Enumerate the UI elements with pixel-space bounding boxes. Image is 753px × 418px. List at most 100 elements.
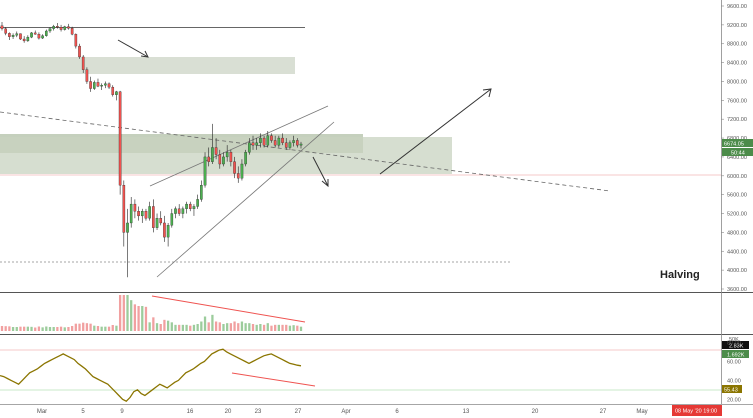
time-tick-label: 27 xyxy=(295,409,302,415)
candle-body xyxy=(255,142,258,146)
volume-bar xyxy=(274,324,277,331)
candle-body xyxy=(288,142,292,148)
volume-bar xyxy=(296,325,299,331)
rsi-axis: 80.00 60.00 40.00 20.00 xyxy=(727,341,741,404)
candle-body xyxy=(78,45,81,58)
price-tick-label: 4000.00 xyxy=(727,268,747,274)
candle-body xyxy=(277,137,281,146)
volume-bar xyxy=(4,326,7,331)
candle-body xyxy=(233,161,236,174)
candle-body xyxy=(56,26,59,28)
candle-body xyxy=(22,38,26,42)
candle-body xyxy=(4,28,7,34)
arrow-up-right xyxy=(379,88,492,175)
volume-bar xyxy=(218,322,221,331)
volume-bar xyxy=(85,323,89,331)
time-tick-label: 23 xyxy=(255,409,262,415)
candle-body xyxy=(15,33,19,36)
time-tick-label: 9 xyxy=(120,409,124,415)
candle-body xyxy=(229,152,233,162)
candle-body xyxy=(26,36,30,42)
candle-body xyxy=(207,156,211,162)
time-tick-label: 13 xyxy=(463,409,470,415)
last-price-tag-text: 6674.05 xyxy=(724,142,744,148)
volume-bar xyxy=(222,324,225,331)
volume-tag-1-text: 2.83K xyxy=(729,344,744,350)
volume-bar xyxy=(141,306,144,331)
candle-body xyxy=(299,143,303,146)
candle-body xyxy=(273,140,277,146)
volume-tag-2 xyxy=(722,350,749,358)
volume-bar xyxy=(137,306,140,331)
candle-body xyxy=(85,69,89,82)
candle-body xyxy=(148,206,151,219)
price-tick-label: 5600.00 xyxy=(727,193,747,199)
volume-bar xyxy=(23,326,26,331)
candle-body xyxy=(170,213,174,226)
rsi-tick-label: 40.00 xyxy=(727,378,741,384)
candle-body xyxy=(144,211,148,219)
candle-body xyxy=(59,27,63,30)
price-tick-label: 6000.00 xyxy=(727,174,747,180)
halving-label: Halving xyxy=(660,269,700,281)
volume-bar xyxy=(130,300,133,331)
candle-body xyxy=(133,203,137,212)
price-tick-label: 9600.00 xyxy=(727,4,747,10)
candle-body xyxy=(211,147,214,162)
volume-bar xyxy=(0,326,4,331)
candle-body xyxy=(296,140,299,146)
price-tick-label: 8400.00 xyxy=(727,61,747,67)
candle-body xyxy=(92,82,96,89)
candle-body xyxy=(262,137,266,146)
candle-body xyxy=(225,152,229,158)
time-tick-label: 20 xyxy=(225,409,232,415)
candle-body xyxy=(129,203,133,224)
volume-bar xyxy=(11,327,15,331)
time-axis: Mar 5 9 16 20 23 27 Apr 6 13 20 27 May xyxy=(37,409,648,415)
candle-body xyxy=(111,86,115,95)
rsi-tick-label: 20.00 xyxy=(727,397,741,403)
time-tick-label: 16 xyxy=(187,409,194,415)
volume-bar xyxy=(181,324,185,331)
volume-bar xyxy=(34,327,37,331)
candle-body xyxy=(104,83,107,86)
volume-bar xyxy=(126,295,129,331)
volume-bar xyxy=(26,326,29,331)
volume-bar xyxy=(96,326,100,331)
volume-bar xyxy=(277,324,280,331)
volume-bar xyxy=(118,295,122,331)
candle-body xyxy=(166,225,170,238)
time-tick-label: Mar xyxy=(37,409,47,415)
volume-bar xyxy=(203,316,207,331)
volume-bar xyxy=(37,326,41,331)
volume-bar xyxy=(152,317,155,331)
candle-body xyxy=(8,33,11,37)
candle-body xyxy=(100,85,103,87)
candle-body xyxy=(222,156,225,165)
candle-body xyxy=(248,142,251,153)
volume-bar xyxy=(189,325,192,331)
volume-bar xyxy=(248,323,251,331)
volume-bar xyxy=(111,325,114,331)
volume-bar xyxy=(48,327,52,331)
countdown-tag-text: 50:44 xyxy=(731,151,745,157)
volume-bar xyxy=(240,321,244,331)
volume-bar xyxy=(78,323,81,331)
volume-bar xyxy=(56,327,59,331)
candle-body xyxy=(37,34,41,39)
volume-bar xyxy=(155,323,159,331)
candle-body xyxy=(196,199,199,207)
rsi-tag xyxy=(722,385,742,393)
candle-body xyxy=(81,56,85,70)
volume-trendline xyxy=(151,295,306,323)
candle-body xyxy=(266,135,270,146)
candle-body xyxy=(214,147,218,155)
candle-body xyxy=(19,33,22,40)
volume-bar xyxy=(15,327,18,331)
rsi-tag-text: 55.43 xyxy=(724,388,738,394)
candle-body xyxy=(115,91,118,95)
volume-bar xyxy=(237,323,240,331)
price-tick-label: 4400.00 xyxy=(727,249,747,255)
volume-bar xyxy=(207,322,210,331)
